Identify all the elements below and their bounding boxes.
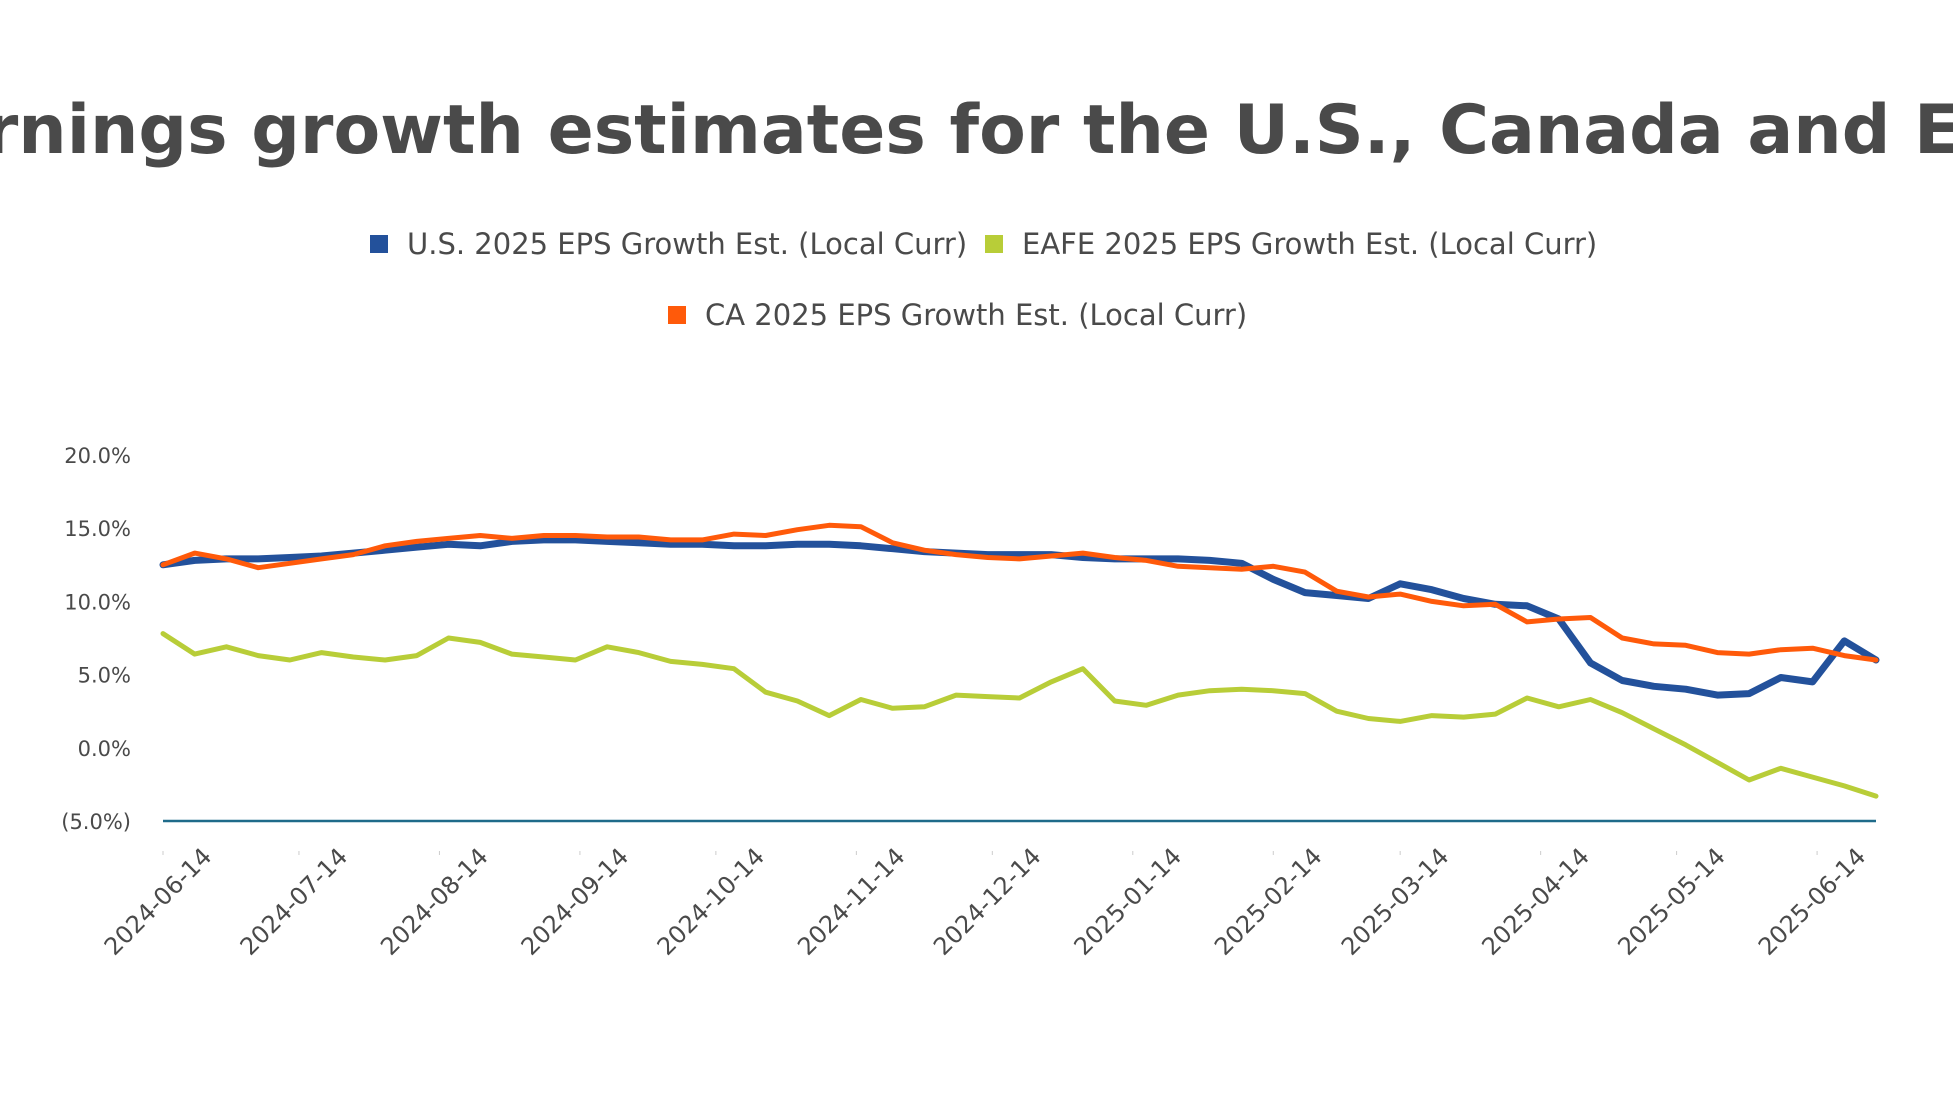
x-tick-label: 2025-04-14 xyxy=(1476,842,1594,960)
y-tick-label: 5.0% xyxy=(78,664,131,688)
series-line-0 xyxy=(159,536,1880,699)
chart-title: Earnings growth estimates for the U.S., … xyxy=(0,91,1953,170)
x-tick-label: 2025-03-14 xyxy=(1336,842,1454,960)
y-tick-label: 20.0% xyxy=(64,444,131,468)
x-tick-label: 2025-05-14 xyxy=(1612,842,1730,960)
legend-swatch xyxy=(370,235,388,253)
y-axis: 20.0% 15.0% 10.0% 5.0% 0.0% (5.0%) xyxy=(61,444,131,834)
legend: U.S. 2025 EPS Growth Est. (Local Curr) EA… xyxy=(370,227,1597,332)
y-tick-label: 15.0% xyxy=(64,517,131,541)
y-tick-label: (5.0%) xyxy=(61,810,131,834)
x-tick-label: 2024-09-14 xyxy=(516,842,634,960)
legend-swatch xyxy=(668,306,686,324)
series-line-2 xyxy=(160,522,1879,663)
x-tick-label: 2025-01-14 xyxy=(1069,842,1187,960)
x-tick-label: 2024-08-14 xyxy=(375,842,493,960)
plot-area xyxy=(159,522,1880,799)
legend-swatch xyxy=(985,235,1003,253)
x-tick-label: 2024-11-14 xyxy=(792,842,910,960)
x-tick-label: 2024-10-14 xyxy=(652,842,770,960)
legend-label: EAFE 2025 EPS Growth Est. (Local Curr) xyxy=(1022,227,1597,261)
y-tick-label: 0.0% xyxy=(78,737,131,761)
x-tick-label: 2024-07-14 xyxy=(235,842,353,960)
x-tick-label: 2025-02-14 xyxy=(1209,842,1327,960)
x-axis: 2024-06-14 2024-07-14 2024-08-14 2024-09-14… xyxy=(99,842,1872,960)
legend-label: U.S. 2025 EPS Growth Est. (Local Curr) xyxy=(407,227,967,261)
series-line-1 xyxy=(160,631,1879,799)
x-tick-label: 2024-12-14 xyxy=(928,842,1046,960)
x-tick-label: 2024-06-14 xyxy=(99,842,217,960)
legend-label: CA 2025 EPS Growth Est. (Local Curr) xyxy=(705,298,1247,332)
y-tick-label: 10.0% xyxy=(64,590,131,614)
x-tick-label: 2025-06-14 xyxy=(1753,842,1871,960)
